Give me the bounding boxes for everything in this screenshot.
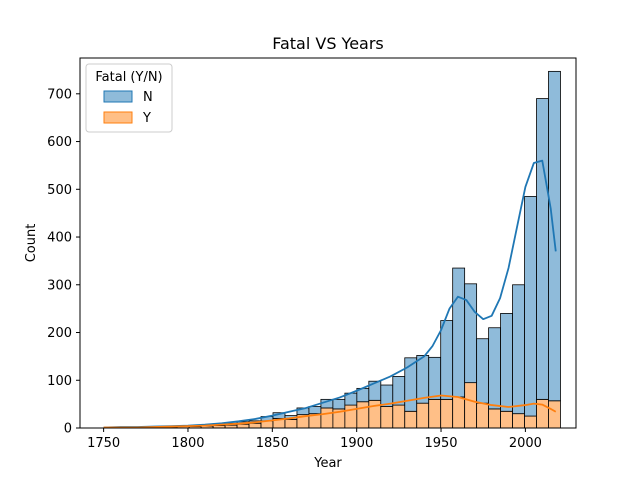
y-tick-label: 700 xyxy=(47,87,72,102)
x-axis-title: Year xyxy=(313,456,342,471)
chart-title: Fatal VS Years xyxy=(272,34,384,53)
bar-y-34 xyxy=(512,413,525,429)
plot-frame xyxy=(79,57,577,429)
legend-swatch-y xyxy=(103,111,133,124)
bar-n-35 xyxy=(524,196,537,417)
bar-n-17 xyxy=(308,406,322,415)
bar-n-30 xyxy=(464,283,478,384)
legend-title: Fatal (Y/N) xyxy=(95,70,162,85)
bar-y-23 xyxy=(380,406,394,429)
bar-y-31 xyxy=(476,402,490,429)
x-tick-label: 2000 xyxy=(509,436,542,451)
kde-curves xyxy=(103,159,557,429)
legend-swatch-n xyxy=(103,90,133,103)
bar-n-33 xyxy=(500,313,513,412)
kde-line-y xyxy=(103,394,557,429)
y-tick-label: 100 xyxy=(47,374,72,389)
x-tick-label: 1800 xyxy=(171,436,204,451)
x-tick-label: 1950 xyxy=(424,436,457,451)
x-tick-label: 1850 xyxy=(256,436,289,451)
bar-y-28 xyxy=(440,398,454,429)
bar-y-35 xyxy=(524,415,537,429)
y-axis-title: Count xyxy=(24,224,39,263)
bar-n-32 xyxy=(488,327,501,410)
x-axis-ticks: 1750 1800 1850 1900 1950 2000 xyxy=(87,428,542,451)
bar-n-34 xyxy=(512,284,525,415)
legend: Fatal (Y/N) N Y xyxy=(85,63,173,133)
bar-n-29 xyxy=(452,267,466,398)
bar-y-25 xyxy=(404,410,418,429)
bar-n-26 xyxy=(416,355,430,404)
legend-label-y: Y xyxy=(142,111,151,126)
bar-y-30 xyxy=(464,382,478,429)
bar-n-27 xyxy=(428,356,442,400)
bar-y-15 xyxy=(284,419,298,429)
y-tick-label: 0 xyxy=(64,422,72,437)
bar-y-24 xyxy=(392,404,406,429)
bar-n-36 xyxy=(536,98,549,400)
y-tick-label: 200 xyxy=(47,326,72,341)
bar-n-19 xyxy=(332,398,346,410)
bar-n-28 xyxy=(440,320,454,400)
y-axis-ticks: 0 100 200 300 400 500 600 700 xyxy=(47,87,80,437)
y-tick-label: 500 xyxy=(47,183,72,198)
x-tick-label: 1750 xyxy=(87,436,120,451)
bar-y-12 xyxy=(248,422,262,429)
bar-y-32 xyxy=(488,408,501,429)
bar-y-29 xyxy=(452,396,466,429)
x-tick-label: 1900 xyxy=(340,436,373,451)
y-tick-label: 300 xyxy=(47,278,72,293)
bar-n-31 xyxy=(476,338,490,404)
bar-y-11 xyxy=(236,423,250,429)
y-tick-label: 400 xyxy=(47,231,72,246)
bar-y-33 xyxy=(500,410,513,429)
bar-y-18 xyxy=(320,407,334,429)
legend-label-n: N xyxy=(143,90,153,105)
bar-y-21 xyxy=(356,401,370,429)
bar-y-26 xyxy=(416,402,430,429)
bar-y-37 xyxy=(548,400,561,429)
bar-y-27 xyxy=(428,398,442,429)
y-tick-label: 600 xyxy=(47,135,72,150)
